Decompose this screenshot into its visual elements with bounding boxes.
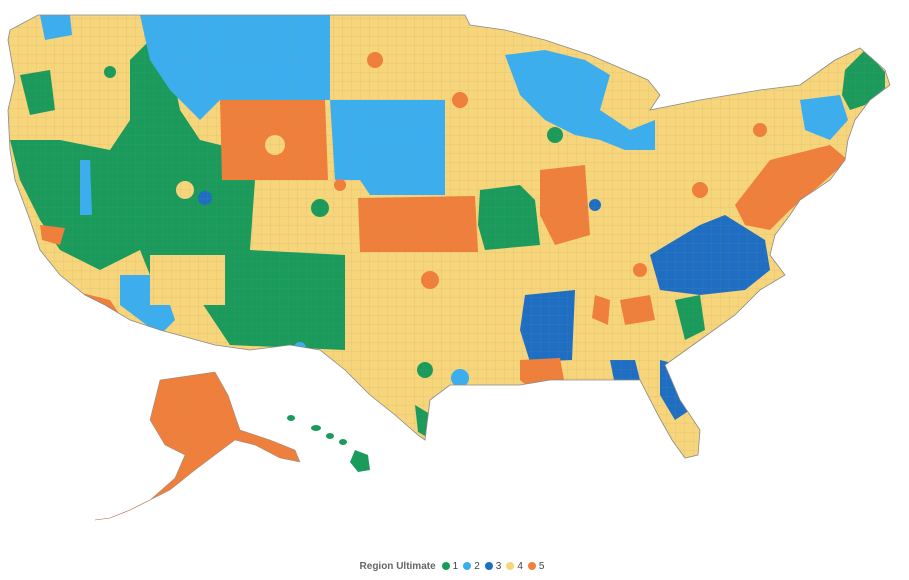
legend-title: Region Ultimate — [359, 560, 436, 572]
legend-dot-2 — [463, 562, 472, 570]
legend-label-3: 3 — [495, 560, 502, 572]
legend-dot-3 — [484, 562, 493, 570]
legend-dot-5 — [527, 562, 536, 570]
alaska — [94, 371, 301, 521]
legend-dot-4 — [506, 562, 515, 570]
legend-dot-1 — [441, 562, 450, 570]
legend-label-5: 5 — [538, 560, 545, 572]
legend-label-1: 1 — [452, 560, 459, 572]
conus-outline — [7, 14, 891, 459]
legend-item-1[interactable]: 1 — [441, 560, 459, 572]
legend-label-4: 4 — [517, 560, 523, 572]
legend-item-4[interactable]: 4 — [506, 561, 523, 572]
hawaii — [287, 415, 370, 472]
legend: Region Ultimate 1 2 3 4 5 — [0, 558, 909, 574]
legend-item-3[interactable]: 3 — [484, 560, 502, 572]
legend-label-2: 2 — [474, 560, 480, 572]
legend-item-2[interactable]: 2 — [463, 561, 480, 572]
legend-item-5[interactable]: 5 — [527, 560, 545, 572]
